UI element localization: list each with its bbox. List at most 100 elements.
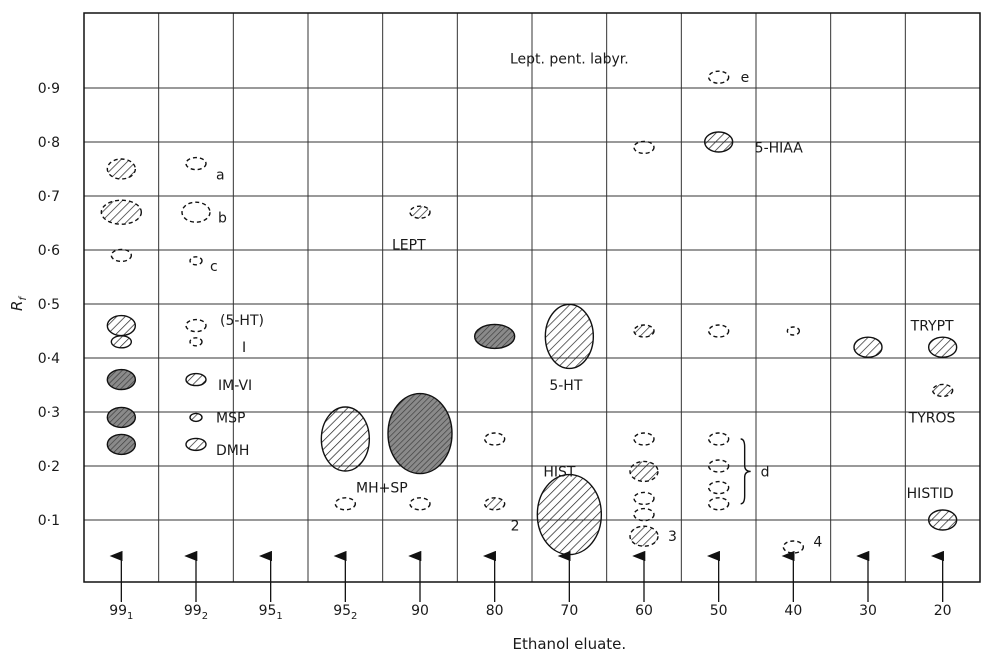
x-tick-label: 20 — [934, 603, 952, 619]
annotation-label: DMH — [216, 443, 249, 459]
spot — [707, 432, 730, 446]
spot — [927, 509, 958, 531]
chart-title: Lept. pent. labyr. — [510, 52, 629, 68]
x-tick-label: 90 — [411, 603, 429, 619]
spot — [633, 432, 655, 446]
annotation-label: LEPT — [392, 238, 426, 254]
spot — [544, 303, 595, 370]
grid — [84, 13, 980, 582]
annotation-label: I — [242, 340, 246, 356]
spot — [110, 248, 133, 263]
annotation-label: 4 — [813, 535, 822, 551]
spot — [185, 318, 207, 333]
x-tick-label: 40 — [784, 603, 802, 619]
spot — [707, 480, 730, 495]
x-tick-label: 80 — [486, 603, 504, 619]
spot — [181, 201, 211, 223]
spot — [334, 497, 357, 511]
spot — [409, 497, 431, 511]
annotation-label: TRYPT — [910, 319, 954, 335]
x-axis-label: Ethanol eluate. — [513, 635, 627, 653]
spot — [633, 324, 655, 338]
y-tick-label: 0·2 — [38, 459, 60, 475]
spot — [853, 336, 883, 358]
annotation-label: MSP — [216, 410, 245, 426]
spot — [106, 368, 137, 391]
annotation-label: 5-HT — [549, 378, 582, 394]
spot — [703, 131, 734, 153]
x-tick-label: 991 — [109, 603, 133, 622]
spot — [185, 437, 207, 452]
spot — [707, 324, 730, 338]
spot — [633, 140, 655, 155]
spot — [387, 392, 453, 475]
x-tick-label: 60 — [635, 603, 653, 619]
annotation-label: HIST — [543, 464, 576, 480]
spots — [100, 70, 958, 556]
spot — [707, 459, 730, 473]
spot — [483, 432, 506, 446]
spot — [536, 473, 603, 556]
y-tick-label: 0·1 — [38, 513, 60, 529]
spot — [106, 433, 137, 456]
spot — [707, 497, 730, 511]
annotation-label: e — [741, 70, 750, 86]
spot — [786, 326, 801, 336]
y-tick-labels: 0·1 0·2 0·3 0·4 0·5 0·6 0·7 0·8 0·9 — [38, 81, 60, 529]
annotation-label: b — [218, 211, 227, 227]
spot — [629, 460, 659, 483]
spot — [927, 336, 958, 358]
bracket-d — [740, 438, 751, 505]
spot — [110, 335, 133, 349]
spot — [100, 199, 143, 225]
y-tick-label: 0·5 — [38, 297, 60, 313]
x-tick-label: 951 — [259, 603, 283, 622]
spot — [106, 314, 137, 337]
y-tick-label: 0·6 — [38, 243, 60, 259]
spot — [931, 383, 954, 398]
y-tick-label: 0·9 — [38, 81, 60, 97]
spot — [409, 205, 431, 219]
y-tick-label: 0·3 — [38, 405, 60, 421]
annotation-label: d — [761, 464, 770, 480]
bracket — [740, 438, 751, 505]
spot — [106, 406, 137, 429]
x-tick-label: 50 — [710, 603, 728, 619]
annotation-label: IM-VI — [218, 378, 252, 394]
spot — [185, 372, 207, 387]
spot — [189, 412, 203, 423]
annotation-label: (5-HT) — [220, 313, 264, 329]
annotation-label: 2 — [511, 518, 520, 534]
origin-arrows — [109, 550, 944, 602]
spot — [633, 491, 655, 506]
spot — [320, 406, 371, 472]
plot-frame — [83, 12, 981, 583]
annotation-label: c — [210, 259, 218, 275]
x-tick-label: 70 — [560, 603, 578, 619]
annotation-label: MH+SP — [356, 481, 408, 497]
spot — [185, 156, 207, 171]
annotation-label: 3 — [668, 529, 677, 545]
y-axis-label: Rf — [8, 296, 29, 311]
spot — [782, 540, 805, 554]
spot — [189, 256, 203, 266]
x-tick-label: 992 — [184, 603, 208, 622]
spot — [473, 323, 516, 350]
spot — [707, 70, 730, 84]
spot — [629, 525, 659, 547]
spot — [633, 507, 655, 522]
x-tick-label: 952 — [333, 603, 357, 622]
annotation-label: TYROS — [908, 410, 956, 426]
annotation-label: 5-HIAA — [755, 140, 804, 156]
x-tick-labels: 991 992 951 952 90 80 70 60 50 40 30 20 — [109, 603, 951, 622]
spot — [106, 158, 137, 180]
annotations: a b c (5-HT) I IM-VI MSP DMH LEPT MH+SP 2 5-HT HIST 3… — [210, 70, 956, 550]
y-tick-label: 0·8 — [38, 135, 60, 151]
x-tick-label: 30 — [859, 603, 877, 619]
spot — [483, 497, 506, 511]
annotation-label: HISTID — [907, 486, 954, 502]
spot — [189, 337, 203, 347]
y-tick-label: 0·7 — [38, 189, 60, 205]
y-tick-label: 0·4 — [38, 351, 60, 367]
